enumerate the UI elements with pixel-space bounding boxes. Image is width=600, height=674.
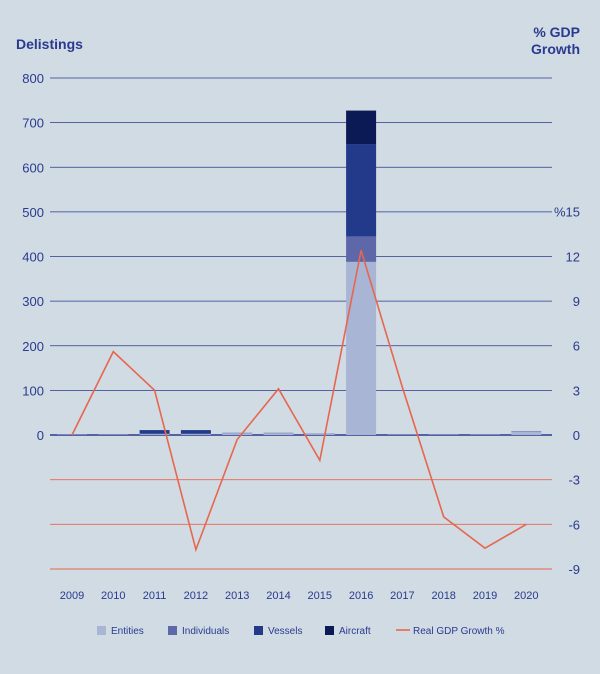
x-tick-label: 2017	[390, 590, 414, 602]
bar-entities-2020	[511, 431, 542, 435]
bar-vessels-2012	[180, 430, 211, 434]
right-axis-title-line2: Growth	[531, 41, 580, 57]
right-tick-label: -9	[568, 562, 580, 577]
left-tick-label: 500	[22, 205, 44, 220]
bar-entities-2015	[304, 434, 335, 435]
left-tick-label: 200	[22, 339, 44, 354]
left-tick-label: 800	[22, 71, 44, 86]
left-tick-label: 0	[37, 428, 44, 443]
x-tick-label: 2010	[101, 590, 125, 602]
legend-swatch-aircraft	[325, 626, 334, 635]
legend-label-aircraft: Aircraft	[339, 626, 371, 637]
legend-label-vessels: Vessels	[268, 626, 302, 637]
x-tick-label: 2014	[266, 590, 290, 602]
right-tick-label: 6	[573, 339, 580, 354]
bar-marks	[57, 110, 542, 435]
bar-entities-2014	[263, 433, 294, 435]
right-tick-label: %15	[554, 205, 580, 220]
x-tick-label: 2020	[514, 590, 538, 602]
x-tick-label: 2015	[308, 590, 332, 602]
legend-swatch-individuals	[168, 626, 177, 635]
legend-label-individuals: Individuals	[182, 626, 229, 637]
bar-vessels-2011	[139, 430, 170, 434]
legend-swatch-entities	[97, 626, 106, 635]
left-tick-label: 100	[22, 383, 44, 398]
gdp-growth-line	[71, 250, 527, 553]
x-tick-label: 2019	[473, 590, 497, 602]
bar-entities-2016	[346, 261, 377, 435]
right-tick-label: -6	[568, 517, 580, 532]
x-tick-label: 2016	[349, 590, 373, 602]
gdp-line	[71, 250, 527, 553]
bar-vessels-2016	[346, 144, 377, 237]
x-tick-label: 2009	[60, 590, 84, 602]
right-axis-title-line1: % GDP	[533, 24, 580, 40]
legend-label-gdp: Real GDP Growth %	[413, 626, 505, 637]
left-tick-label: 600	[22, 160, 44, 175]
bar-individuals-2016	[346, 236, 377, 262]
bar-entities-2011	[139, 434, 170, 435]
right-tick-label: 0	[573, 428, 580, 443]
x-tick-label: 2013	[225, 590, 249, 602]
bar-entities-2013	[222, 433, 253, 435]
bar-aircraft-2016	[346, 110, 377, 145]
right-tick-label: 3	[573, 383, 580, 398]
legend-label-entities: Entities	[111, 626, 144, 637]
x-tick-label: 2012	[184, 590, 208, 602]
x-tick-label: 2018	[431, 590, 455, 602]
axis-labels: 0 100 200 300 400 500 600 700 800 -9 -6 -3 0 3 6 9 12 %15…	[22, 71, 580, 602]
legend: Entities Individuals Vessels Aircraft Real G…	[97, 626, 505, 637]
right-tick-label: 9	[573, 294, 580, 309]
left-tick-label: 400	[22, 250, 44, 265]
right-tick-label: 12	[566, 249, 580, 264]
right-tick-label: -3	[568, 473, 580, 488]
left-tick-label: 700	[22, 116, 44, 131]
legend-swatch-vessels	[254, 626, 263, 635]
left-axis-title: Delistings	[16, 36, 83, 52]
bar-entities-2012	[180, 434, 211, 435]
grid-lines	[50, 77, 552, 570]
left-tick-label: 300	[22, 294, 44, 309]
x-tick-label: 2011	[143, 590, 167, 602]
